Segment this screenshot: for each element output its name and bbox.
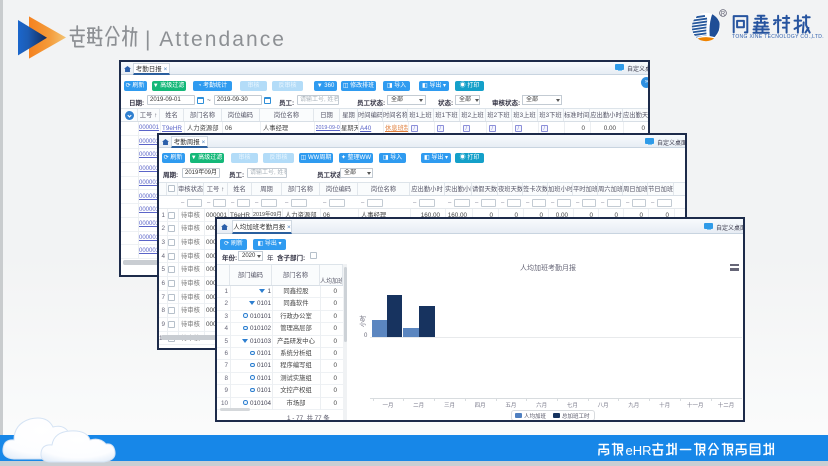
- svg-text:R: R: [721, 11, 726, 17]
